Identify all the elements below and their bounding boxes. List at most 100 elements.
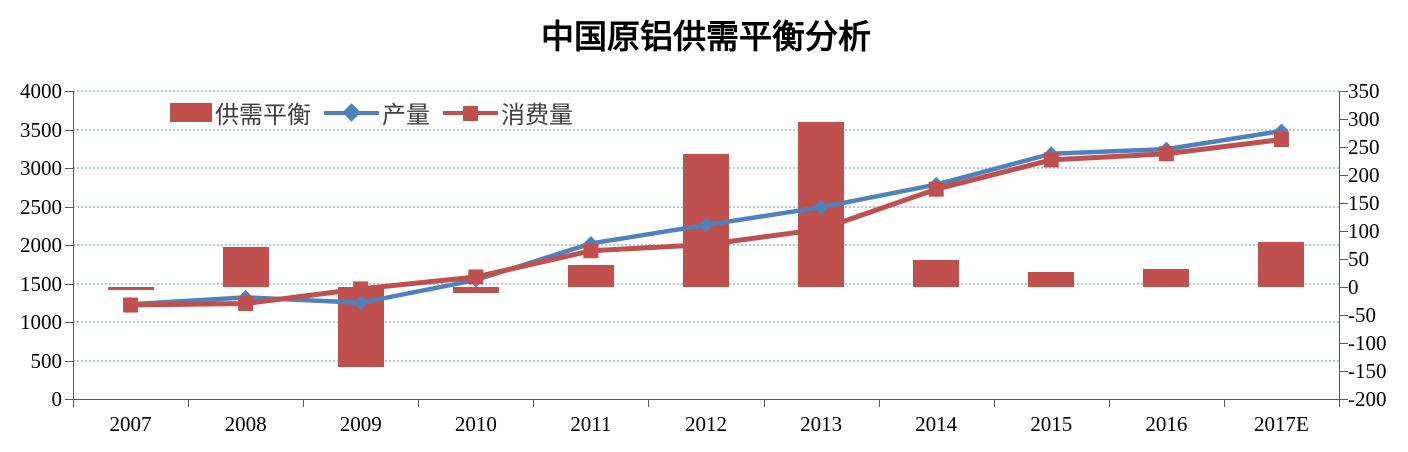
x-tick-label-2016: 2016 <box>1145 412 1188 436</box>
y-right-tick <box>1340 315 1348 316</box>
x-tick-label-2014: 2014 <box>915 412 958 436</box>
x-axis-tick <box>73 400 74 407</box>
plot-area <box>73 90 1339 399</box>
balance-bar-2015 <box>1028 271 1075 287</box>
legend: 供需平衡 产量 消费量 <box>170 95 573 130</box>
x-tick-label-2010: 2010 <box>454 412 497 436</box>
y-right-tick <box>1340 147 1348 148</box>
gridline <box>73 90 1339 92</box>
x-axis-tick <box>188 400 190 407</box>
consumption-marker-2008 <box>238 296 254 312</box>
y-right-tick-label: 300 <box>1348 107 1380 131</box>
y-left-tick-label: 1000 <box>20 310 62 334</box>
y-left-tick-label: 1500 <box>20 271 62 296</box>
x-axis-tick <box>763 400 765 407</box>
x-tick-label-2013: 2013 <box>800 412 843 436</box>
x-axis-tick <box>303 400 305 407</box>
y-right-tick-label: -100 <box>1348 331 1387 355</box>
x-tick-label-2008: 2008 <box>224 412 267 436</box>
y-left-tick-label: 2500 <box>20 194 62 219</box>
y-left-tick-label: 3000 <box>20 156 62 180</box>
y-right-tick-label: 200 <box>1348 163 1380 187</box>
y-right-tick-label: 150 <box>1348 191 1380 215</box>
diamond-marker-icon <box>342 102 361 122</box>
balance-bar-2017E <box>1258 242 1305 287</box>
x-tick-label-2011: 2011 <box>570 412 612 436</box>
right-axis-line <box>1339 91 1340 399</box>
y-right-tick <box>1340 371 1348 372</box>
y-right-tick-label: 350 <box>1348 79 1380 103</box>
gridline <box>73 128 1339 131</box>
gridline <box>73 359 1339 362</box>
y-left-tick <box>65 168 73 169</box>
consumption-line-swatch-icon <box>443 102 498 124</box>
consumption-marker-2017E <box>1273 132 1289 148</box>
y-right-tick <box>1340 91 1348 92</box>
balance-bar-2010 <box>452 287 499 293</box>
consumption-marker-2016 <box>1158 146 1174 162</box>
y-left-tick <box>65 322 73 323</box>
chart-title: 中国原铝供需平衡分析 <box>541 18 871 55</box>
y-right-tick <box>1340 203 1348 204</box>
consumption-marker-2014 <box>928 181 944 197</box>
balance-bar-2008 <box>222 246 269 287</box>
y-right-tick-label: 100 <box>1348 219 1380 243</box>
x-axis-tick <box>878 400 880 407</box>
x-axis-tick <box>1339 400 1340 407</box>
y-left-tick-label: 0 <box>51 387 63 411</box>
production-marker-2013 <box>813 199 829 215</box>
y-right-tick-label: -200 <box>1348 387 1387 411</box>
production-marker-2017E <box>1273 123 1289 139</box>
consumption-marker-2009 <box>353 281 369 297</box>
y-right-tick <box>1340 175 1348 176</box>
square-marker-icon <box>463 105 478 121</box>
x-tick-label-2017E: 2017E <box>1254 412 1309 436</box>
y-left-tick <box>65 399 73 400</box>
left-axis-line <box>73 91 74 399</box>
balance-bar-swatch-icon <box>170 103 212 122</box>
y-right-tick-label: -150 <box>1348 359 1387 383</box>
x-axis-tick <box>648 400 650 407</box>
gridline <box>73 321 1339 323</box>
legend-item-consumption: 消费量 <box>443 95 573 130</box>
production-marker-2009 <box>353 295 369 311</box>
legend-item-production: 产量 <box>324 95 430 130</box>
consumption-marker-2010 <box>468 269 484 285</box>
balance-bar-2016 <box>1143 268 1190 287</box>
production-line-swatch-icon <box>324 102 379 124</box>
consumption-marker-2015 <box>1043 152 1059 168</box>
y-left-tick-label: 3500 <box>20 117 62 142</box>
x-tick-label-2015: 2015 <box>1030 412 1073 436</box>
x-tick-label-2007: 2007 <box>109 412 152 436</box>
consumption-marker-2011 <box>583 243 599 259</box>
y-left-tick-label: 4000 <box>20 79 62 103</box>
y-right-tick <box>1340 119 1348 120</box>
y-left-tick <box>65 91 73 92</box>
y-left-tick-label: 500 <box>30 348 63 373</box>
balance-bar-2014 <box>913 260 960 287</box>
x-axis-line <box>73 399 1340 400</box>
y-left-tick <box>65 245 73 246</box>
legend-item-balance: 供需平衡 <box>170 95 311 130</box>
x-tick-label-2009: 2009 <box>339 412 382 436</box>
x-tick-label-2012: 2012 <box>685 412 727 436</box>
legend-label-consumption: 消费量 <box>501 102 573 129</box>
x-axis-tick <box>533 400 535 407</box>
y-left-tick <box>65 283 73 285</box>
y-left-tick <box>65 129 73 131</box>
x-axis-tick <box>993 400 995 407</box>
y-right-tick <box>1340 399 1348 400</box>
y-left-tick <box>65 206 73 208</box>
y-right-tick-label: 0 <box>1348 275 1359 299</box>
x-axis-tick <box>418 400 420 407</box>
consumption-marker-2007 <box>123 297 139 313</box>
legend-label-production: 产量 <box>382 102 430 129</box>
y-right-tick <box>1340 231 1348 232</box>
x-axis-tick <box>1108 400 1110 407</box>
balance-bar-2011 <box>567 265 614 287</box>
line-series-layer <box>123 123 1289 313</box>
y-right-tick-label: 250 <box>1348 135 1380 159</box>
y-left-tick-label: 2000 <box>20 233 62 257</box>
balance-bar-2007 <box>107 287 154 290</box>
